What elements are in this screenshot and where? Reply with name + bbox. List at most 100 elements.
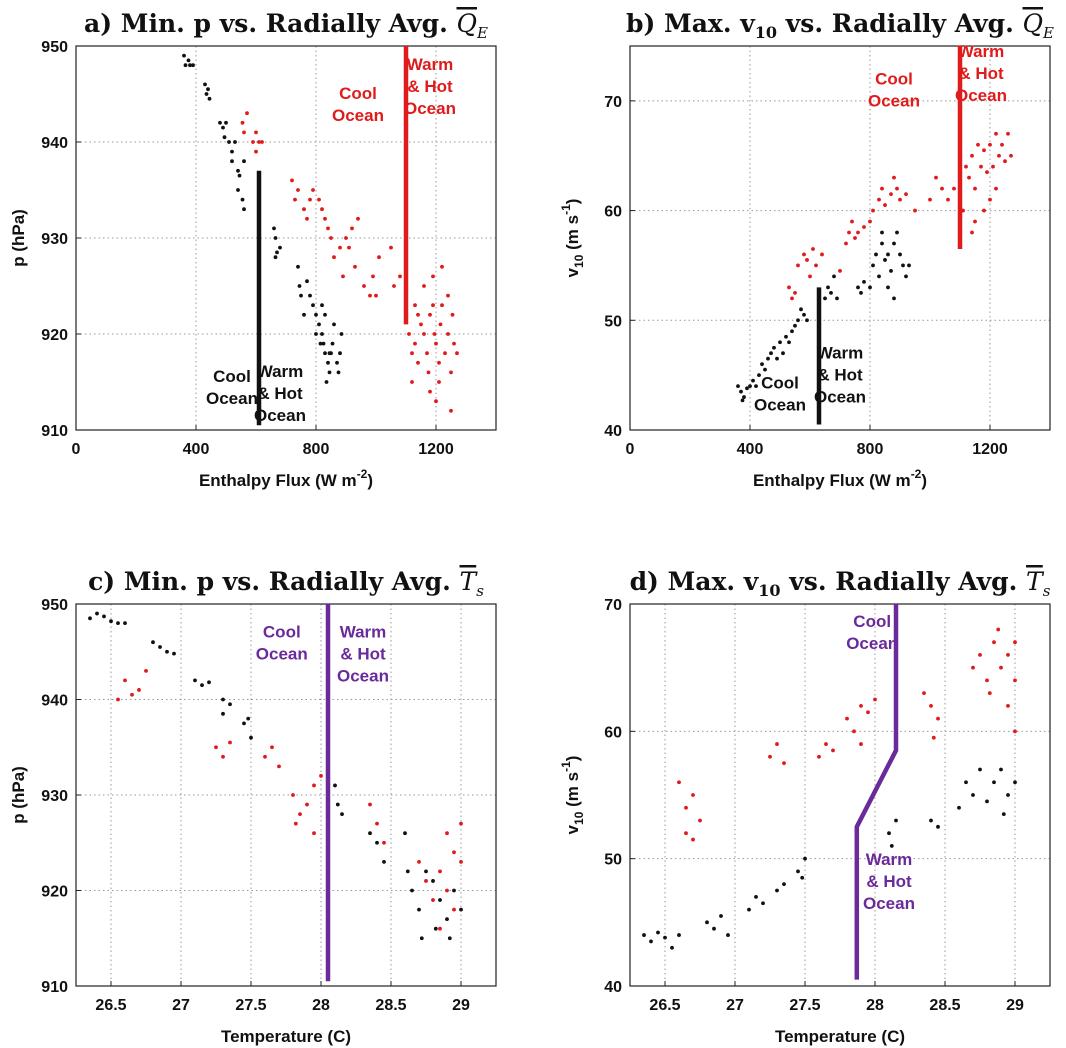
region-label-line: Warm [257, 362, 304, 381]
data-point-black [438, 898, 442, 902]
plot-frame [629, 603, 1051, 987]
data-point-red [775, 742, 779, 746]
data-point-black [719, 914, 723, 918]
data-point-red [438, 322, 443, 327]
data-point-black [985, 799, 989, 804]
data-point-red [1006, 131, 1010, 136]
data-point-red [868, 219, 872, 224]
title-symbol: Q [457, 9, 478, 38]
data-point-red [228, 740, 232, 745]
data-point-red [123, 678, 127, 683]
data-point-red [353, 264, 357, 269]
data-point-red [691, 837, 695, 842]
data-point-black [904, 274, 908, 279]
data-point-black [227, 140, 231, 144]
panel-c: 26.5 27 27.5 28 28.5 29 910 920 930 940 950 Cool Oce… [9, 567, 497, 1046]
region-label-line: & Hot [817, 366, 863, 385]
x-tick-label: 26.5 [95, 997, 126, 1014]
panel-title: b) Max. v10 vs. Radially Avg. QE [626, 9, 1054, 42]
data-point-red [978, 653, 982, 657]
title-subscript: 10 [755, 23, 777, 42]
data-point-red [437, 380, 441, 384]
region-label-line: Cool [213, 367, 251, 386]
data-point-red [831, 748, 835, 753]
x-axis-label-text: Temperature (C) [775, 1027, 905, 1046]
region-label-line: Ocean [754, 395, 806, 414]
data-point-red [971, 665, 975, 670]
boundary-line [854, 604, 899, 980]
data-point-black [340, 812, 344, 816]
data-point-red [407, 332, 411, 336]
y-tick-label: 930 [41, 788, 68, 805]
data-point-black [324, 380, 329, 384]
data-point-red [251, 140, 255, 144]
region-label-line: Ocean [814, 388, 866, 407]
data-point-red [808, 274, 812, 279]
data-point-black [368, 831, 372, 836]
data-point-black [318, 341, 323, 346]
data-point-black [222, 135, 227, 140]
data-point-red [996, 627, 1001, 632]
data-point-black [236, 168, 240, 173]
data-point-red [805, 258, 809, 262]
data-point-red [368, 293, 372, 298]
data-point-red [802, 252, 806, 257]
data-point-black [109, 619, 113, 624]
data-point-black [677, 933, 681, 937]
data-point-red [691, 793, 695, 797]
data-point-black [999, 767, 1003, 772]
data-point-black [796, 318, 800, 323]
region-label-line: Ocean [332, 106, 384, 125]
data-point-red [417, 859, 421, 864]
x-tick-label: 26.5 [649, 997, 680, 1014]
x-tick-label: 29 [452, 997, 470, 1014]
y-tick-label: 950 [41, 597, 68, 614]
region-label-line: Cool [853, 612, 891, 631]
x-axis-label-text: Temperature (C) [221, 1027, 351, 1046]
data-point-black [317, 322, 321, 327]
data-point-red [257, 140, 261, 144]
data-point-red [967, 175, 971, 180]
data-point-black [335, 360, 339, 365]
data-point-red [116, 697, 120, 702]
data-point-black [793, 323, 797, 328]
data-point-black [784, 334, 788, 339]
data-point-red [446, 293, 450, 298]
data-point-red [873, 697, 877, 702]
data-point-black [642, 933, 646, 937]
data-point-red [940, 186, 944, 191]
data-point-black [278, 245, 282, 250]
data-point-black [237, 173, 242, 178]
data-point-red [445, 831, 449, 836]
data-point-red [263, 754, 267, 759]
data-point-red [368, 802, 372, 807]
data-point-black [787, 340, 791, 345]
data-point-black [978, 767, 982, 772]
y-axis-label: v10 (m s-1) [559, 756, 586, 835]
data-point-black [895, 230, 899, 235]
data-point-black [207, 680, 211, 685]
y-tick-label: 920 [41, 327, 68, 344]
data-point-black [123, 621, 127, 625]
data-point-black [332, 322, 336, 327]
data-point-red [994, 131, 998, 136]
data-point-black [299, 293, 303, 298]
data-point-black [971, 793, 975, 797]
data-point-red [449, 370, 453, 375]
data-point-red [356, 216, 360, 221]
data-point-red [312, 831, 316, 836]
data-point-black [880, 241, 884, 246]
region-label: Warm & Hot Ocean [955, 42, 1007, 105]
data-point-red [221, 754, 225, 759]
data-point-black [228, 702, 232, 707]
x-tick-label: 0 [626, 441, 635, 458]
data-point-black [769, 351, 773, 356]
data-point-black [992, 780, 996, 785]
data-point-red [413, 303, 417, 308]
data-point-red [1006, 653, 1010, 657]
title-text: d) Max. v [630, 567, 760, 596]
data-point-red [913, 208, 917, 213]
data-point-red [416, 312, 420, 317]
data-point-black [88, 616, 92, 621]
title-symbol-subscript: E [1042, 24, 1054, 42]
